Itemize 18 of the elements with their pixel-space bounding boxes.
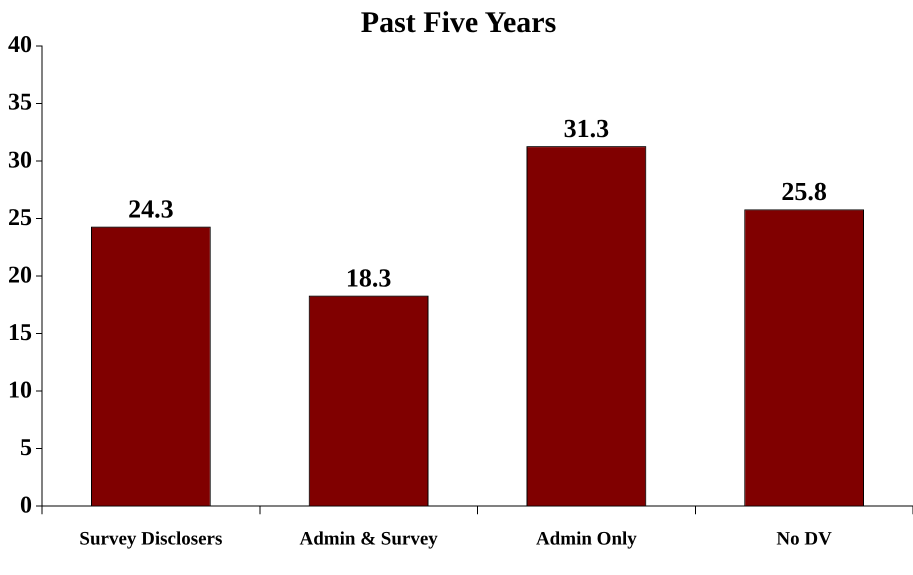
y-tick-label: 35 — [8, 90, 32, 116]
y-tick-label: 10 — [8, 377, 32, 404]
y-tick-label: 25 — [8, 204, 32, 231]
x-tick-label: Admin & Survey — [299, 528, 438, 550]
x-tick-label: No DV — [776, 528, 832, 550]
y-tick-label: 20 — [8, 262, 32, 288]
y-tick-label: 30 — [8, 147, 32, 174]
data-label: 31.3 — [564, 114, 610, 143]
y-tick-label: 5 — [20, 434, 32, 461]
y-tick-label: 40 — [8, 32, 32, 58]
x-tick-label: Survey Disclosers — [79, 528, 222, 550]
x-tick-label: Admin Only — [536, 528, 638, 550]
data-label: 25.8 — [781, 177, 827, 206]
chart-title: Past Five Years — [360, 6, 556, 39]
data-label: 24.3 — [128, 194, 174, 224]
y-tick-label: 0 — [20, 492, 32, 518]
y-tick-label: 15 — [8, 320, 32, 346]
data-label: 18.3 — [346, 263, 392, 292]
